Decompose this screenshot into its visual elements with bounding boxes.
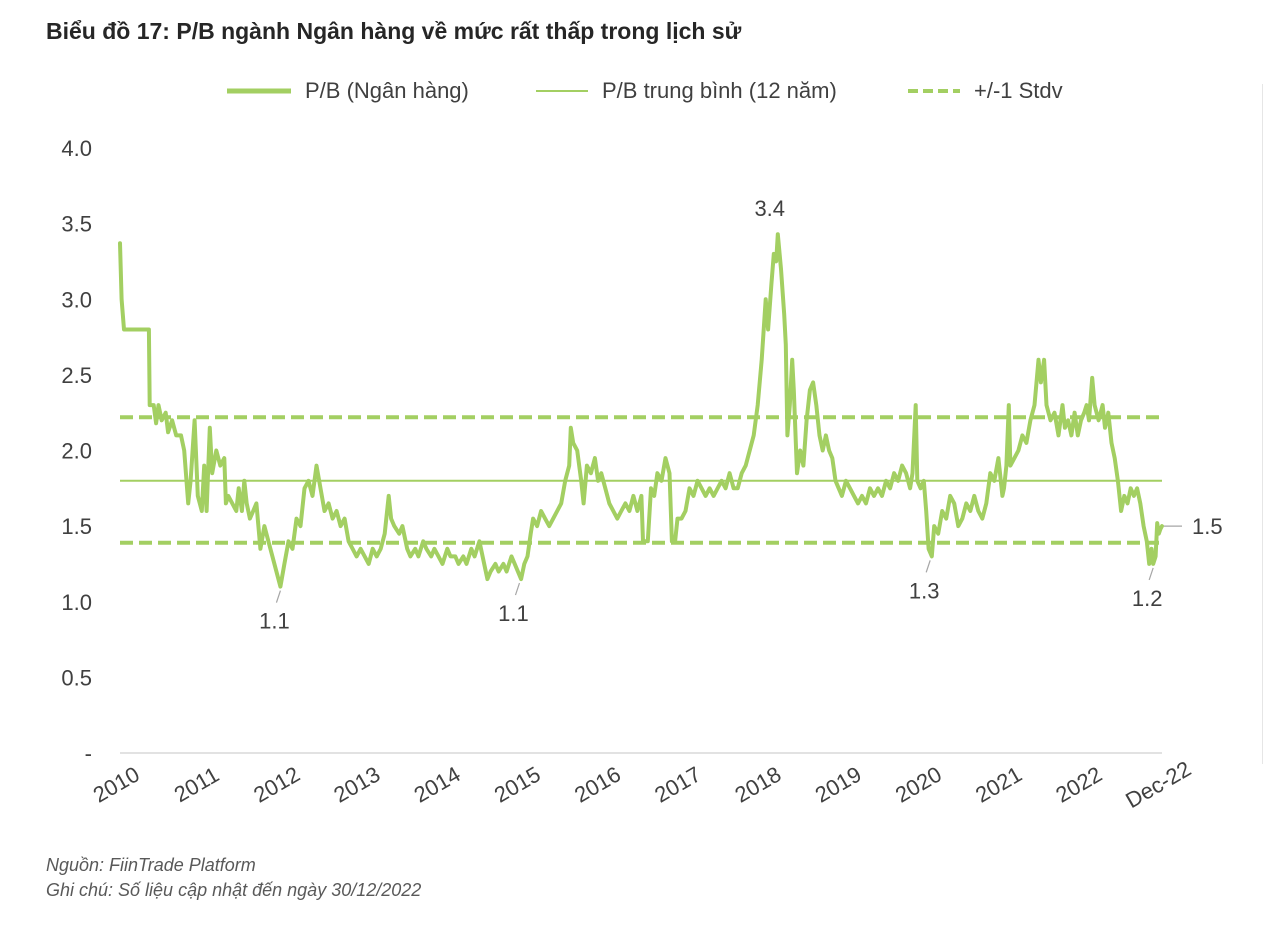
pb-series-line [118, 232, 1164, 589]
legend-swatch-thick-solid [227, 88, 291, 94]
x-tick-label: 2015 [490, 761, 545, 807]
x-tick-label: 2022 [1051, 761, 1106, 807]
x-tick-label: 2018 [731, 761, 786, 807]
x-tick-label: 2020 [891, 761, 946, 807]
footer-note: Ghi chú: Số liệu cập nhật đến ngày 30/12… [46, 880, 422, 900]
x-tick-label: 2017 [650, 761, 705, 807]
chart-title: Biểu đồ 17: P/B ngành Ngân hàng về mức r… [46, 18, 742, 44]
legend-label-pb: P/B (Ngân hàng) [305, 78, 469, 103]
footer-source: Nguồn: FiinTrade Platform [46, 855, 256, 875]
y-tick-label: 2.0 [61, 439, 92, 464]
annotation-leader [1148, 567, 1154, 581]
legend-item-pb: P/B (Ngân hàng) [227, 76, 469, 106]
annotation-leader [925, 560, 931, 573]
annotation-label: 1.1 [259, 609, 290, 634]
x-tick-label: 2010 [89, 761, 144, 807]
y-tick-label: - [85, 741, 92, 766]
y-tick-label: 1.5 [61, 514, 92, 539]
legend-label-stdv: +/-1 Stdv [974, 78, 1063, 103]
x-tick-label: 2014 [410, 761, 465, 807]
y-tick-label: 1.0 [61, 590, 92, 615]
x-tick-label: 2011 [170, 762, 223, 807]
y-tick-label: 3.5 [61, 212, 92, 237]
y-tick-label: 2.5 [61, 363, 92, 388]
x-tick-label: 2019 [811, 761, 866, 807]
legend: P/B (Ngân hàng) P/B trung bình (12 năm) … [0, 76, 1266, 106]
annotation-label: 1.3 [909, 578, 940, 603]
annotation-label: 1.2 [1132, 586, 1163, 611]
annotation-label: 1.5 [1192, 514, 1223, 539]
x-tick-label: Dec-22 [1121, 756, 1195, 813]
y-tick-label: 3.0 [61, 287, 92, 312]
pb-line-chart: - 0.5 1.0 1.5 2.0 2.5 3.0 3.5 4.0 2010 2011 2012 201… [61, 136, 1223, 813]
x-tick-label: 2016 [570, 761, 625, 807]
annotation-label: 3.4 [754, 196, 785, 221]
x-tick-label: 2012 [249, 761, 304, 807]
legend-label-mean: P/B trung bình (12 năm) [602, 78, 837, 103]
y-tick-label: 0.5 [61, 665, 92, 690]
legend-swatch-dashed [908, 89, 960, 93]
legend-swatch-thin-solid [536, 90, 588, 92]
annotation-label: 1.1 [498, 601, 529, 626]
y-tick-label: 4.0 [61, 136, 92, 161]
x-tick-label: 2021 [971, 761, 1026, 807]
frame-edge [1262, 84, 1263, 764]
legend-item-stdv: +/-1 Stdv [908, 76, 1063, 106]
annotation-leader [514, 582, 521, 596]
annotation-leader [275, 590, 282, 603]
x-tick-label: 2013 [329, 761, 384, 807]
legend-item-mean: P/B trung bình (12 năm) [536, 76, 837, 106]
